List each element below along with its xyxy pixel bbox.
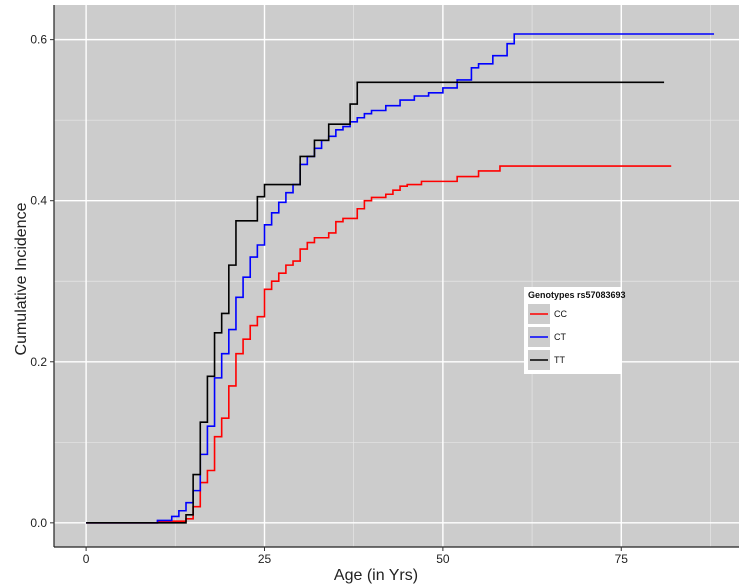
- axes-layer: 0 25 50 75 0.0 0.2 0.4 0.6: [30, 5, 739, 566]
- y-tick-label: 0.0: [30, 516, 47, 530]
- x-tick-label: 50: [436, 552, 450, 566]
- x-tick-label: 75: [615, 552, 629, 566]
- series-layer: [86, 33, 715, 524]
- x-tick-label: 0: [83, 552, 90, 566]
- y-tick-label: 0.2: [30, 355, 47, 369]
- x-axis-title: Age (in Yrs): [334, 567, 418, 584]
- legend-label-ct: CT: [554, 332, 566, 342]
- plot-panel: [54, 5, 739, 547]
- series-line-cc: [86, 165, 672, 524]
- series-line-tt: [86, 81, 665, 524]
- minor-gridlines: [54, 5, 739, 547]
- legend-title: Genotypes rs57083693: [528, 290, 626, 300]
- x-tick-label: 25: [258, 552, 272, 566]
- legend-label-cc: CC: [554, 309, 567, 319]
- legend: Genotypes rs57083693 CC CT TT: [524, 287, 626, 374]
- y-tick-label: 0.6: [30, 33, 47, 47]
- y-axis-title: Cumulative Incidence: [13, 202, 30, 355]
- legend-label-tt: TT: [554, 355, 565, 365]
- y-tick-label: 0.4: [30, 194, 47, 208]
